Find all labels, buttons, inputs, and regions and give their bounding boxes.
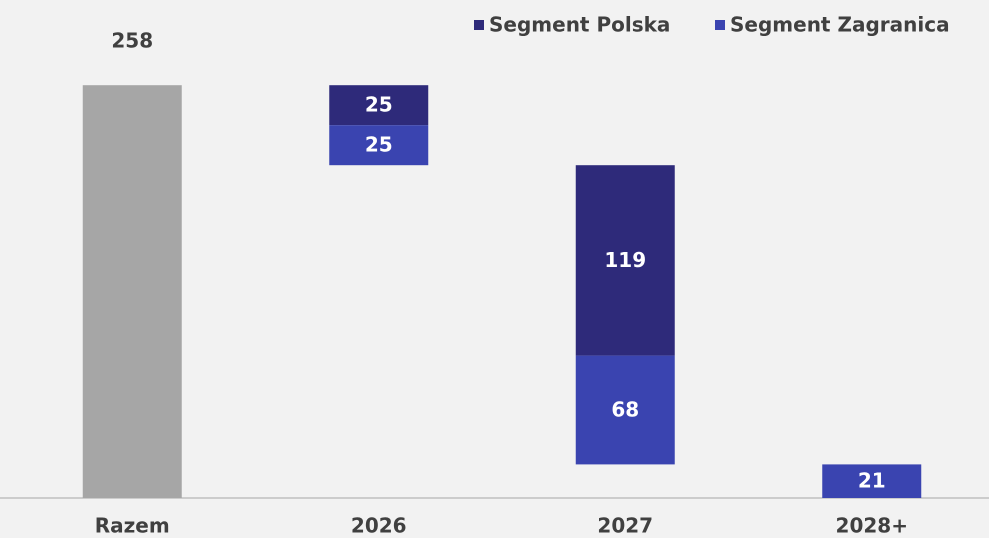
data-label: 25 <box>365 133 393 157</box>
bar-segment <box>575 165 675 356</box>
data-label: 258 <box>111 29 153 53</box>
data-label: 21 <box>858 469 886 493</box>
data-label: 68 <box>611 398 639 422</box>
legend-label: Segment Polska <box>489 13 670 37</box>
legend-swatch <box>474 20 484 30</box>
bar-segment <box>329 125 429 166</box>
bar-segment <box>822 464 922 498</box>
x-tick-label: Razem <box>95 514 170 538</box>
data-label: 25 <box>365 93 393 117</box>
data-label: 119 <box>604 248 646 272</box>
x-tick-label: 2026 <box>351 514 407 538</box>
legend-swatch <box>715 20 725 30</box>
bar-segment <box>575 355 675 465</box>
x-tick-label: 2027 <box>597 514 653 538</box>
legend-label: Segment Zagranica <box>730 13 950 37</box>
total-bar <box>82 85 182 498</box>
bar-segment <box>329 85 429 126</box>
x-tick-label: 2028+ <box>836 514 908 538</box>
